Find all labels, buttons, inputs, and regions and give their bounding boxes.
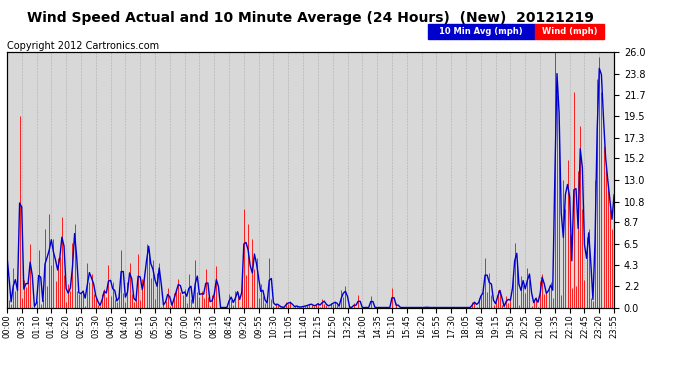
Text: 10 Min Avg (mph): 10 Min Avg (mph) bbox=[440, 27, 523, 36]
Text: Wind (mph): Wind (mph) bbox=[542, 27, 598, 36]
Text: Copyright 2012 Cartronics.com: Copyright 2012 Cartronics.com bbox=[7, 41, 159, 51]
Text: Wind Speed Actual and 10 Minute Average (24 Hours)  (New)  20121219: Wind Speed Actual and 10 Minute Average … bbox=[27, 11, 594, 25]
